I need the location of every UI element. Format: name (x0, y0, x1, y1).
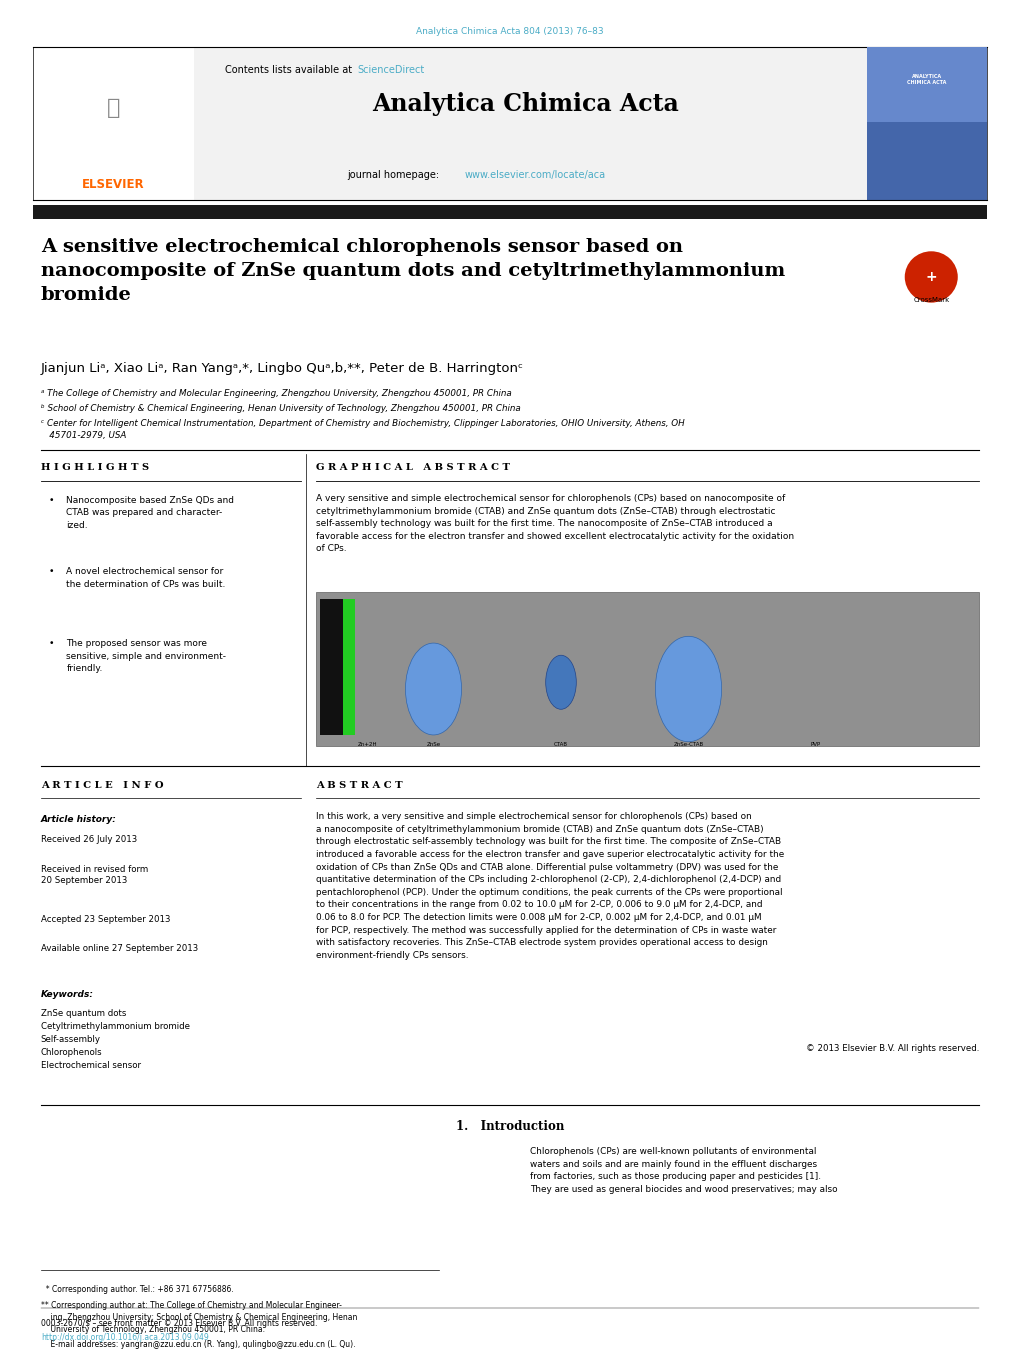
Text: ScienceDirect: ScienceDirect (357, 65, 424, 74)
Ellipse shape (655, 636, 721, 742)
Text: ELSEVIER: ELSEVIER (82, 178, 145, 192)
Bar (33, 47, 866, 200)
Text: ANALYTICA
CHIMICA ACTA: ANALYTICA CHIMICA ACTA (907, 74, 946, 85)
Text: PVP: PVP (810, 742, 820, 747)
Text: A novel electrochemical sensor for
the determination of CPs was built.: A novel electrochemical sensor for the d… (66, 567, 225, 589)
Text: Analytica Chimica Acta 804 (2013) 76–83: Analytica Chimica Acta 804 (2013) 76–83 (416, 27, 603, 36)
Text: G R A P H I C A L   A B S T R A C T: G R A P H I C A L A B S T R A C T (316, 463, 510, 473)
Ellipse shape (545, 655, 576, 709)
Bar (320, 600, 342, 735)
Text: * Corresponding author. Tel.: +86 371 67756886.: * Corresponding author. Tel.: +86 371 67… (41, 1285, 233, 1294)
Text: 1.   Introduction: 1. Introduction (455, 1120, 564, 1133)
Text: Received in revised form
20 September 2013: Received in revised form 20 September 20… (41, 865, 148, 885)
Text: ᵃ The College of Chemistry and Molecular Engineering, Zhengzhou University, Zhen: ᵃ The College of Chemistry and Molecular… (41, 389, 512, 399)
Text: 🌿: 🌿 (106, 99, 120, 118)
Ellipse shape (405, 643, 462, 735)
Text: The proposed sensor was more
sensitive, simple and environment-
friendly.: The proposed sensor was more sensitive, … (66, 639, 226, 673)
Text: A B S T R A C T: A B S T R A C T (316, 781, 403, 790)
Text: ᵇ School of Chemistry & Chemical Engineering, Henan University of Technology, Zh: ᵇ School of Chemistry & Chemical Enginee… (41, 404, 520, 413)
Text: http://dx.doi.org/10.1016/j.aca.2013.09.049: http://dx.doi.org/10.1016/j.aca.2013.09.… (41, 1333, 208, 1343)
Text: Available online 27 September 2013: Available online 27 September 2013 (41, 944, 198, 954)
Text: CTAB: CTAB (553, 742, 568, 747)
Text: A sensitive electrochemical chlorophenols sensor based on
nanocomposite of ZnSe : A sensitive electrochemical chlorophenol… (41, 238, 785, 304)
Text: Article history:: Article history: (41, 815, 116, 824)
Text: Jianjun Liᵃ, Xiao Liᵃ, Ran Yangᵃ,*, Lingbo Quᵃ,b,**, Peter de B. Harringtonᶜ: Jianjun Liᵃ, Xiao Liᵃ, Ran Yangᵃ,*, Ling… (41, 362, 524, 376)
Bar (866, 47, 986, 200)
Text: •: • (49, 639, 54, 648)
Text: •: • (49, 567, 54, 577)
Text: 0003-2670/$ – see front matter © 2013 Elsevier B.V. All rights reserved.: 0003-2670/$ – see front matter © 2013 El… (41, 1319, 317, 1328)
Bar (33, 47, 194, 200)
Ellipse shape (904, 251, 957, 303)
Text: A R T I C L E   I N F O: A R T I C L E I N F O (41, 781, 163, 790)
Text: Chlorophenols (CPs) are well-known pollutants of environmental
waters and soils : Chlorophenols (CPs) are well-known pollu… (530, 1147, 838, 1194)
Text: Nanocomposite based ZnSe QDs and
CTAB was prepared and character-
ized.: Nanocomposite based ZnSe QDs and CTAB wa… (66, 496, 234, 530)
Text: © 2013 Elsevier B.V. All rights reserved.: © 2013 Elsevier B.V. All rights reserved… (805, 1044, 978, 1054)
Text: ZnSe: ZnSe (426, 742, 440, 747)
Bar (316, 592, 978, 746)
Text: Analytica Chimica Acta: Analytica Chimica Acta (372, 92, 678, 116)
Text: •: • (49, 496, 54, 505)
Bar (866, 47, 986, 122)
Text: +: + (924, 270, 936, 284)
Bar (342, 600, 355, 735)
Text: ZnSe quantum dots
Cetyltrimethylammonium bromide
Self-assembly
Chlorophenols
Ele: ZnSe quantum dots Cetyltrimethylammonium… (41, 1009, 190, 1070)
Text: journal homepage:: journal homepage: (346, 170, 441, 180)
Text: H I G H L I G H T S: H I G H L I G H T S (41, 463, 149, 473)
Text: E-mail addresses: yangran@zzu.edu.cn (R. Yang), qulingbo@zzu.edu.cn (L. Qu).: E-mail addresses: yangran@zzu.edu.cn (R.… (41, 1340, 355, 1350)
Text: Zn+2H: Zn+2H (357, 742, 377, 747)
Text: Contents lists available at: Contents lists available at (224, 65, 355, 74)
Text: In this work, a very sensitive and simple electrochemical sensor for chloropheno: In this work, a very sensitive and simpl… (316, 812, 784, 961)
Text: www.elsevier.com/locate/aca: www.elsevier.com/locate/aca (464, 170, 604, 180)
Text: ᶜ Center for Intelligent Chemical Instrumentation, Department of Chemistry and B: ᶜ Center for Intelligent Chemical Instru… (41, 419, 684, 440)
Text: Keywords:: Keywords: (41, 990, 94, 1000)
Text: ** Corresponding author at: The College of Chemistry and Molecular Engineer-
   : ** Corresponding author at: The College … (41, 1301, 357, 1333)
Text: Accepted 23 September 2013: Accepted 23 September 2013 (41, 915, 170, 924)
Text: ZnSe-CTAB: ZnSe-CTAB (673, 742, 703, 747)
Text: Received 26 July 2013: Received 26 July 2013 (41, 835, 137, 844)
Text: CrossMark: CrossMark (912, 297, 949, 303)
Bar (33, 205, 986, 219)
Text: A very sensitive and simple electrochemical sensor for chlorophenols (CPs) based: A very sensitive and simple electrochemi… (316, 494, 794, 554)
